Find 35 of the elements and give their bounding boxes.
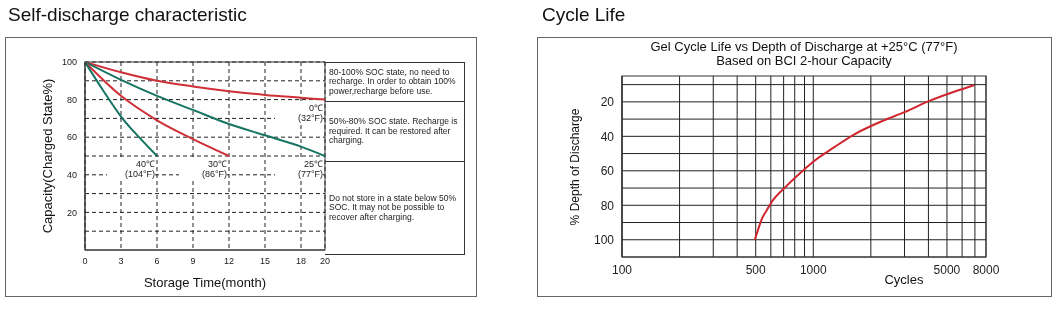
x-tick-label: 5000 (933, 262, 961, 277)
chart-subtitle: Gel Cycle Life vs Depth of Discharge at +25°C (77°F) Based on BCI 2-hour Capacity (649, 39, 959, 68)
chart-title: Self-discharge characteristic (8, 4, 247, 26)
x-tick-label: 9 (190, 256, 196, 267)
x-tick-label: 3 (118, 256, 124, 267)
x-tick-label: 6 (154, 256, 160, 267)
y-tick-label: 40 (66, 169, 77, 180)
y-tick-label: 60 (66, 132, 77, 143)
x-axis-title: Storage Time(month) (142, 275, 268, 290)
x-tick-label: 0 (82, 256, 88, 267)
x-tick-label: 100 (611, 262, 633, 277)
y-axis-title: Capacity(Charged State%) (39, 77, 56, 236)
y-tick-label: 100 (61, 57, 77, 68)
y-tick-label: 60 (600, 164, 615, 179)
y-tick-label: 100 (593, 233, 615, 248)
x-axis-title: Cycles (884, 272, 924, 287)
y-tick-label: 20 (600, 95, 615, 110)
x-tick-label: 12 (223, 256, 235, 267)
y-tick-label: 20 (66, 207, 77, 218)
y-tick-label: 40 (600, 129, 615, 144)
x-tick-label: 8000 (972, 262, 1000, 277)
series-label: 40℃ (104°F) (107, 159, 155, 179)
chart-title: Cycle Life (542, 4, 626, 26)
x-tick-label: 20 (319, 256, 331, 267)
x-tick-label: 1000 (799, 262, 827, 277)
series-label: 25℃ (77°F) (275, 159, 323, 179)
x-tick-label: 500 (745, 262, 767, 277)
note-table: 80-100% SOC state, no need to recharge. In order to obtain 100% power,recharge before use. 50%-80% SOC state. Recharge is required. It can be restored after charging. Do not store in a state below 50% SOC. It may not be possible to recover after charging. (325, 62, 465, 255)
x-tick-label: 18 (295, 256, 307, 267)
y-tick-label: 80 (600, 198, 615, 213)
x-tick-label: 15 (259, 256, 271, 267)
y-tick-label: 80 (66, 94, 77, 105)
series-label: 30℃ (86°F) (179, 159, 227, 179)
series-label: 0℃ (32°F) (275, 102, 323, 123)
y-axis-title: % Depth of Discharge (567, 107, 583, 227)
